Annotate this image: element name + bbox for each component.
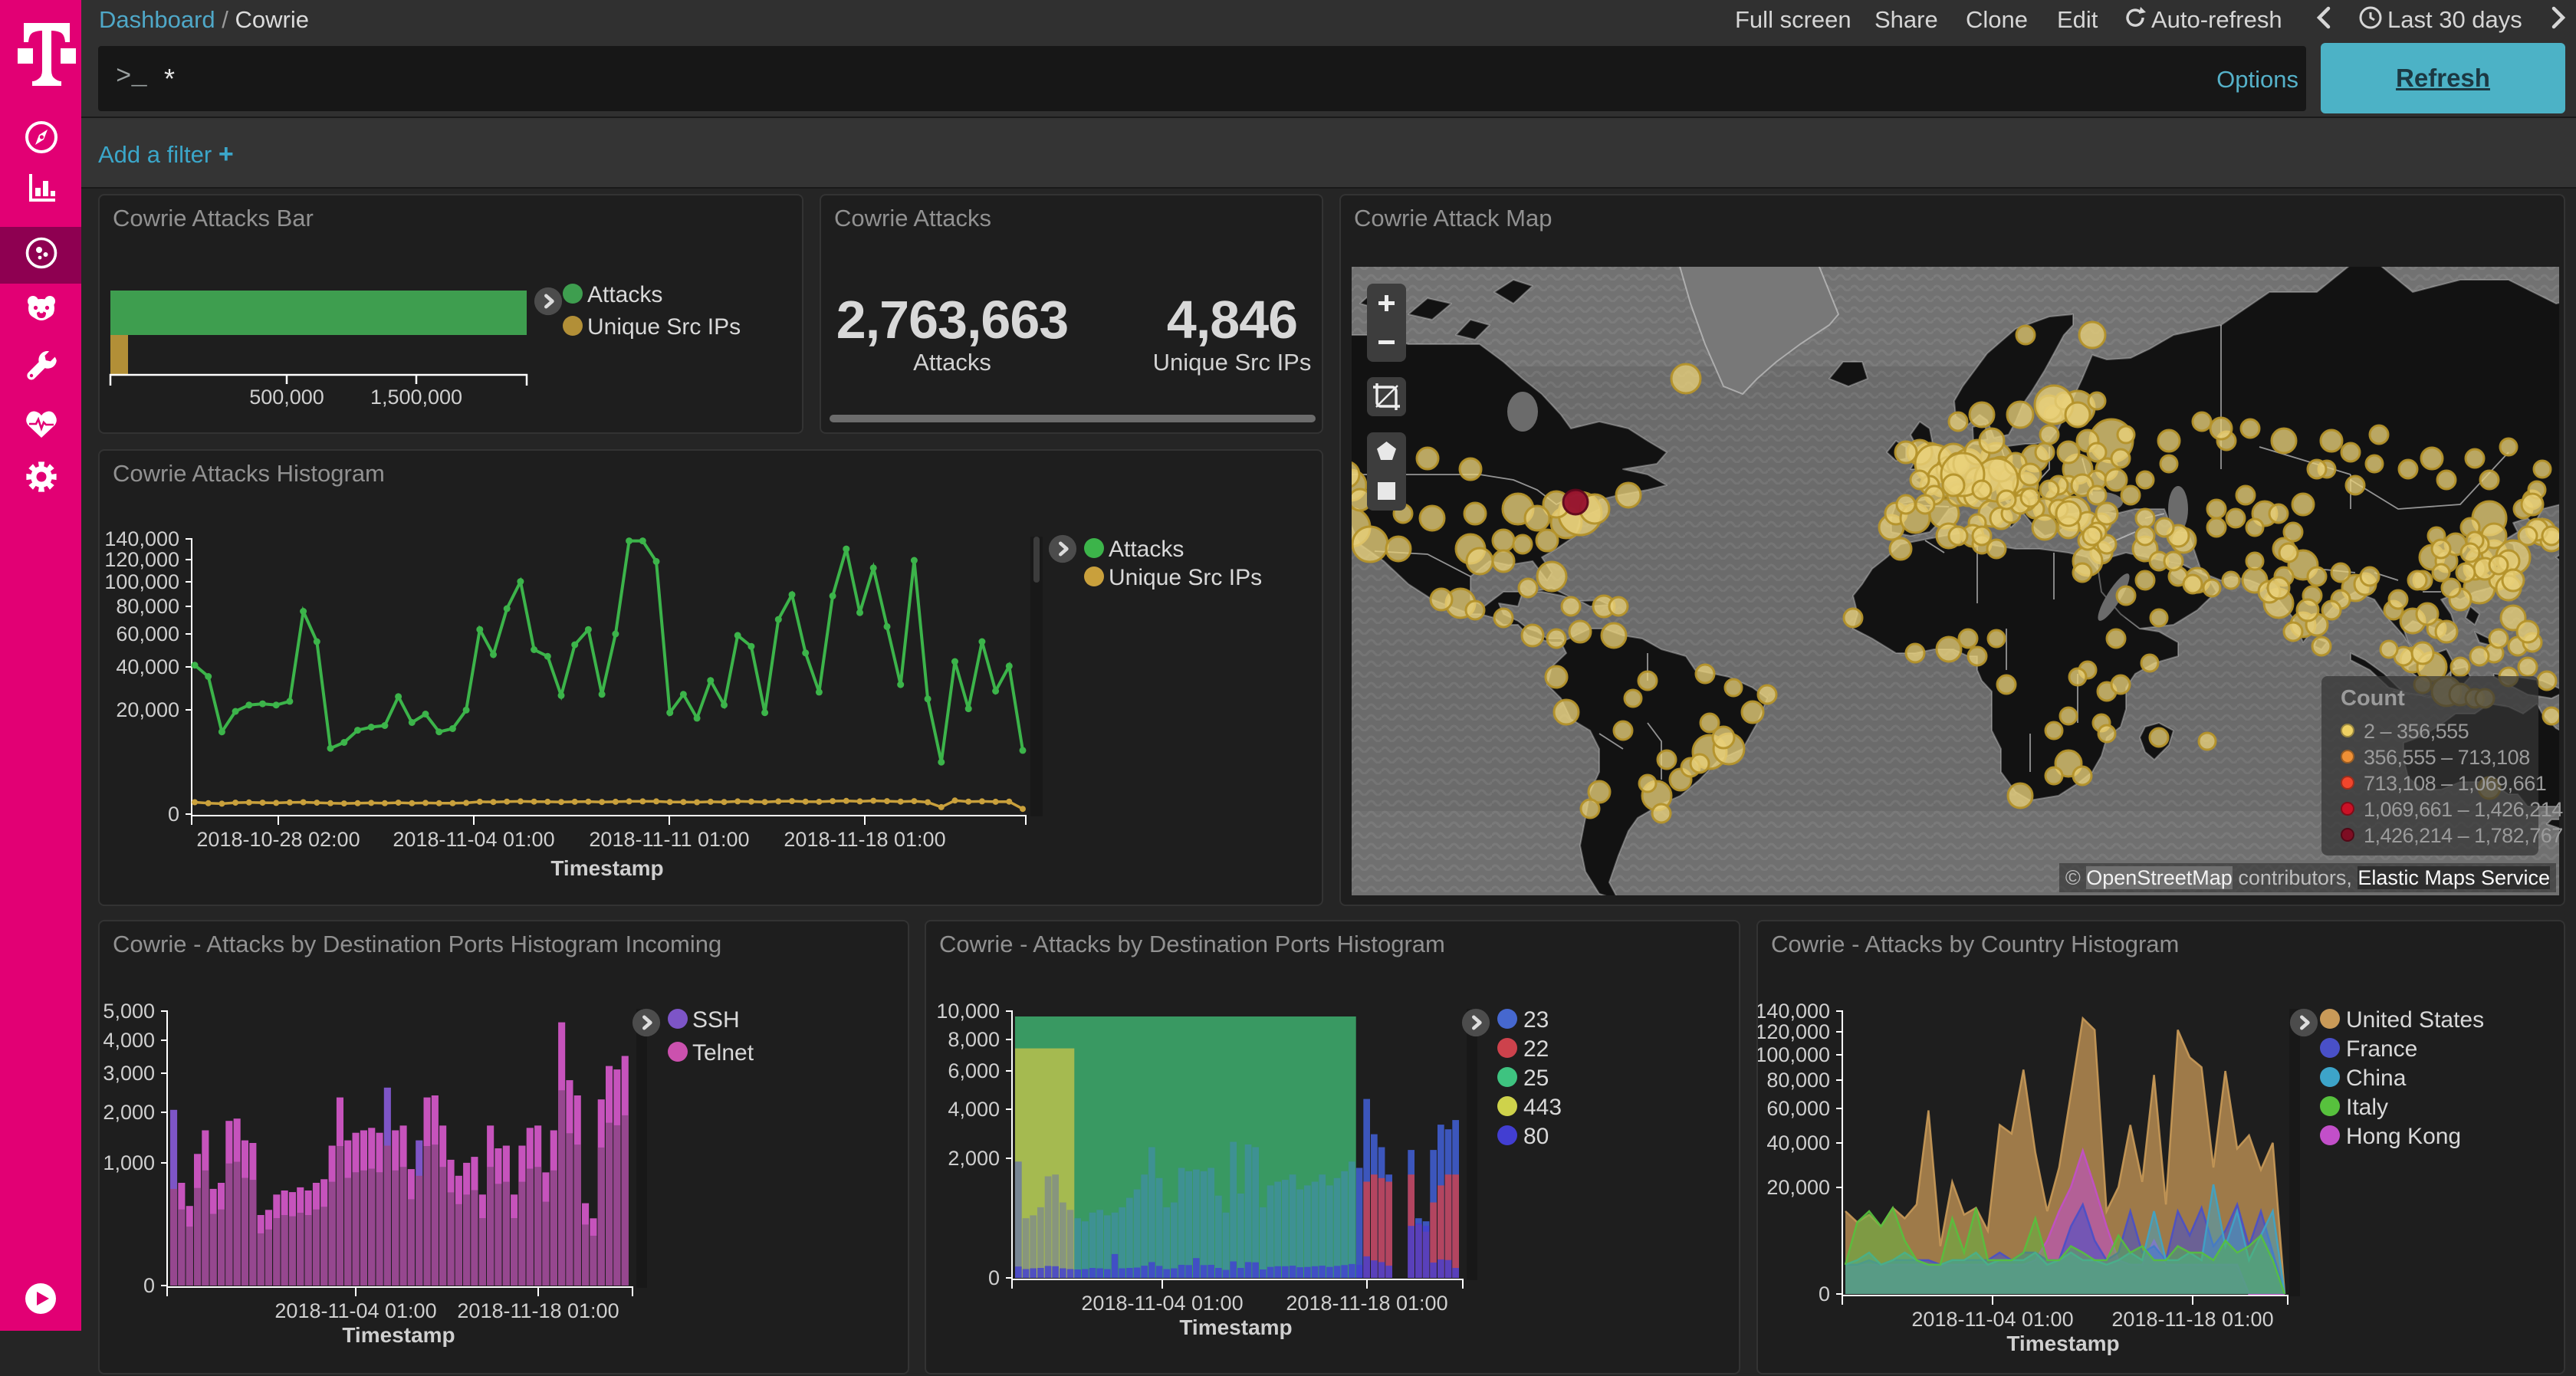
svg-text:80,000: 80,000 [116,595,179,618]
svg-text:2,000: 2,000 [103,1101,155,1124]
svg-text:Timestamp: Timestamp [1179,1315,1292,1339]
svg-text:8,000: 8,000 [948,1028,1000,1051]
svg-text:2018-11-18 01:00: 2018-11-18 01:00 [1286,1292,1447,1315]
svg-text:20,000: 20,000 [116,698,179,721]
svg-text:2018-10-28 02:00: 2018-10-28 02:00 [196,828,360,851]
svg-text:3,000: 3,000 [103,1062,155,1085]
svg-text:2018-11-18 01:00: 2018-11-18 01:00 [784,828,945,851]
svg-text:140,000: 140,000 [1758,1000,1830,1023]
svg-text:2018-11-04 01:00: 2018-11-04 01:00 [274,1299,436,1322]
svg-text:20,000: 20,000 [1766,1176,1830,1199]
svg-text:0: 0 [143,1274,155,1297]
svg-text:2018-11-04 01:00: 2018-11-04 01:00 [1911,1308,2073,1331]
svg-text:10,000: 10,000 [936,1000,1000,1023]
svg-text:2018-11-04 01:00: 2018-11-04 01:00 [1081,1292,1243,1315]
svg-text:80,000: 80,000 [1766,1069,1830,1092]
svg-text:0: 0 [1819,1282,1830,1305]
svg-text:120,000: 120,000 [1758,1020,1830,1043]
svg-text:0: 0 [988,1266,1000,1289]
svg-text:2018-11-04 01:00: 2018-11-04 01:00 [393,828,554,851]
svg-text:Timestamp: Timestamp [342,1323,455,1347]
svg-text:4,000: 4,000 [103,1029,155,1052]
svg-text:0: 0 [168,803,179,826]
svg-text:100,000: 100,000 [1758,1043,1830,1066]
svg-text:40,000: 40,000 [116,655,179,678]
svg-text:1,000: 1,000 [103,1151,155,1174]
svg-text:100,000: 100,000 [104,570,179,593]
svg-text:2,000: 2,000 [948,1147,1000,1170]
svg-text:1,500,000: 1,500,000 [370,386,462,409]
svg-text:60,000: 60,000 [116,622,179,645]
svg-text:140,000: 140,000 [104,527,179,550]
svg-text:60,000: 60,000 [1766,1097,1830,1120]
svg-text:Timestamp: Timestamp [2006,1332,2119,1355]
svg-text:5,000: 5,000 [103,1000,155,1023]
svg-text:500,000: 500,000 [249,386,324,409]
svg-text:2018-11-11 01:00: 2018-11-11 01:00 [589,828,749,851]
svg-text:120,000: 120,000 [104,548,179,571]
svg-text:Timestamp: Timestamp [550,856,663,880]
svg-text:4,000: 4,000 [948,1098,1000,1121]
svg-text:6,000: 6,000 [948,1059,1000,1082]
svg-text:2018-11-18 01:00: 2018-11-18 01:00 [457,1299,619,1322]
svg-text:2018-11-18 01:00: 2018-11-18 01:00 [2111,1308,2273,1331]
svg-text:40,000: 40,000 [1766,1131,1830,1154]
